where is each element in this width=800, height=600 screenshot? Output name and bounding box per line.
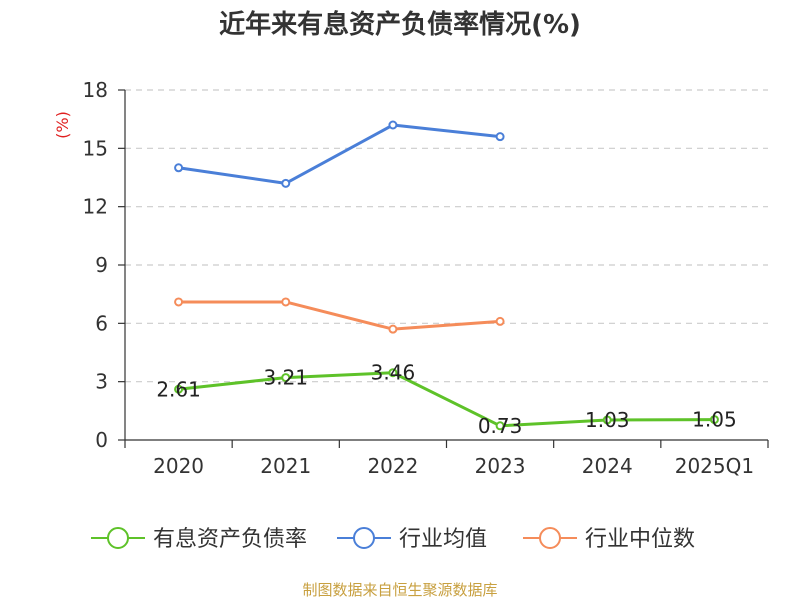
y-tick-label: 18 xyxy=(83,78,108,102)
legend-label: 有息资产负债率 xyxy=(153,527,307,552)
legend-marker xyxy=(539,527,561,549)
legend: 有息资产负债率 行业均值 行业中位数 xyxy=(91,527,695,552)
y-axis-unit-label: (%) xyxy=(53,111,72,139)
data-point xyxy=(281,373,291,383)
legend-label: 行业均值 xyxy=(399,527,487,552)
data-point xyxy=(174,384,184,394)
data-point xyxy=(495,132,505,142)
data-point xyxy=(495,316,505,326)
legend-item-1: 行业均值 xyxy=(337,527,487,552)
data-point xyxy=(388,120,398,130)
y-tick-label: 15 xyxy=(83,136,108,160)
y-tick-label: 0 xyxy=(95,428,108,452)
grid-lines xyxy=(125,89,768,383)
series-line-2 xyxy=(178,300,501,331)
data-label: 2.61 xyxy=(156,377,201,401)
series-line-0 xyxy=(178,371,715,428)
data-point xyxy=(495,421,505,431)
data-point xyxy=(602,415,612,425)
legend-marker xyxy=(353,527,375,549)
x-tick-label: 2021 xyxy=(260,454,311,478)
legend-item-2: 行业中位数 xyxy=(523,527,695,552)
x-tick-label: 2020 xyxy=(153,454,204,478)
series-line-1 xyxy=(178,123,501,185)
y-tick-label: 6 xyxy=(95,311,108,335)
data-label: 1.03 xyxy=(585,408,630,432)
axes: 0 3 6 9 12 15 18 2020 2021 2022 2023 2024 2025Q1 xyxy=(83,78,769,478)
y-tick-label: 9 xyxy=(95,253,108,277)
data-point xyxy=(281,297,291,307)
data-point xyxy=(281,178,291,188)
legend-marker xyxy=(107,527,129,549)
legend-item-0: 有息资产负债率 xyxy=(91,527,307,552)
data-label: 3.21 xyxy=(263,366,308,390)
y-tick-label: 12 xyxy=(83,195,108,219)
data-point xyxy=(709,415,719,425)
chart-title: 近年来有息资产负债率情况(%) xyxy=(219,9,581,40)
data-point xyxy=(174,163,184,173)
data-point xyxy=(388,324,398,334)
legend-label: 行业中位数 xyxy=(585,527,695,552)
x-tick-label: 2025Q1 xyxy=(675,454,754,478)
data-label: 3.46 xyxy=(371,361,416,385)
source-note: 制图数据来自恒生聚源数据库 xyxy=(302,581,497,599)
x-tick-label: 2022 xyxy=(367,454,418,478)
y-tick-label: 3 xyxy=(95,370,108,394)
x-tick-label: 2024 xyxy=(582,454,633,478)
data-labels: 2.61 3.21 3.46 0.73 1.03 1.05 xyxy=(156,361,736,438)
x-tick-label: 2023 xyxy=(475,454,526,478)
data-point xyxy=(174,297,184,307)
series-lines xyxy=(174,120,719,431)
data-label: 0.73 xyxy=(478,414,523,438)
data-point xyxy=(388,368,398,378)
data-label: 1.05 xyxy=(692,408,737,432)
